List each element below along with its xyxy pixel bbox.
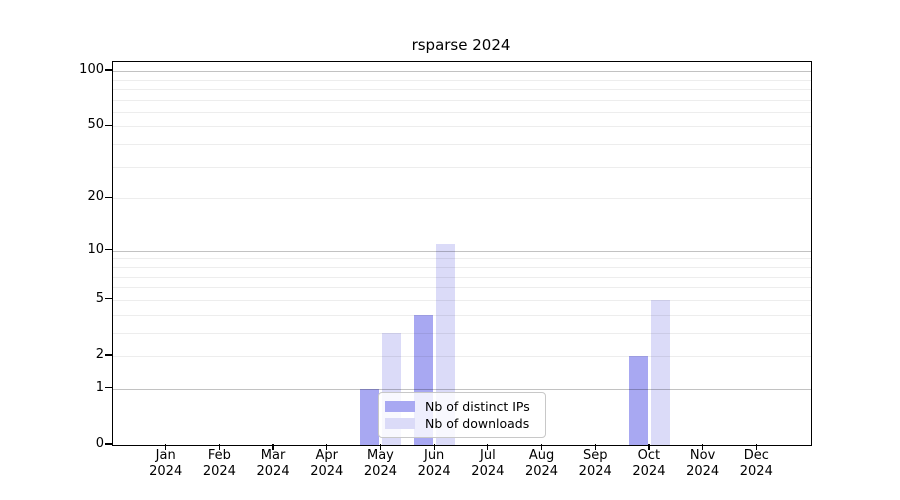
x-tick-year: 2024 [202,464,236,479]
y-tick-label: 100 [79,62,104,78]
x-tick-label: Mar 2024 [245,448,301,480]
legend-swatch [385,401,415,412]
x-tick-year: 2024 [632,464,666,479]
legend-row: Nb of downloads [385,415,537,432]
plot-area [112,61,812,446]
y-axis-tick [105,298,112,300]
x-axis-tick [648,444,650,450]
y-axis-tick [105,124,112,127]
x-tick-month: Jun [423,448,445,463]
legend: Nb of distinct IPs Nb of downloads [378,392,546,438]
x-tick-month: Aug [528,448,555,463]
x-axis-tick [594,444,596,450]
x-axis-tick [218,444,220,450]
y-tick-label: 0 [95,436,104,451]
y-axis-tick [105,249,112,251]
y-axis-tick [105,69,112,71]
y-axis-tick [105,387,112,389]
bar-downloads-oct [650,299,670,445]
gridline-major [113,71,811,73]
x-tick-month: Feb [207,448,231,463]
gridline-minor [113,126,811,128]
gridline-minor [113,166,811,168]
x-tick-month: Mar [260,448,286,463]
x-tick-month: Sep [582,448,608,463]
y-tick-label: 50 [87,117,104,133]
x-tick-month: Jul [480,448,496,463]
x-tick-year: 2024 [578,464,612,479]
x-axis-tick [702,444,704,450]
gridline-minor [113,332,811,334]
x-tick-year: 2024 [686,464,720,479]
x-tick-label: Jul 2024 [460,448,516,480]
gridline-minor [113,355,811,357]
gridline-minor [113,314,811,316]
x-tick-label: Oct 2024 [621,448,677,480]
gridline-minor [113,88,811,90]
y-axis-tick [105,354,112,356]
x-tick-year: 2024 [149,464,183,479]
x-tick-month: Nov [689,448,716,463]
x-tick-year: 2024 [471,464,505,479]
gridline-minor [113,299,811,301]
legend-label: Nb of distinct IPs [425,399,530,414]
x-tick-month: Oct [637,448,661,463]
x-tick-label: Nov 2024 [675,448,731,480]
x-axis-tick [540,444,543,450]
x-tick-year: 2024 [417,464,451,479]
x-tick-label: Jan 2024 [138,448,194,480]
x-axis-tick [165,444,167,450]
gridline-minor [113,111,811,113]
x-axis-tick [272,444,274,450]
y-axis-tick [105,443,112,445]
bar-distinct-ips-may [360,388,380,445]
x-tick-label: May 2024 [352,448,408,480]
gridline-minor [113,276,811,278]
legend-swatch [385,418,415,429]
x-tick-label: Feb 2024 [191,448,247,480]
gridline-major [113,250,811,252]
y-tick-label: 5 [95,290,104,306]
x-axis-tick [326,444,328,450]
y-tick-label: 20 [87,189,104,205]
y-axis-tick [105,196,112,198]
legend-row: Nb of distinct IPs [385,398,537,415]
x-tick-year: 2024 [524,464,559,479]
bar-distinct-ips-oct [628,355,648,445]
x-axis-tick [433,444,435,450]
legend-label: Nb of downloads [425,416,530,431]
x-tick-label: Sep 2024 [567,448,623,480]
x-tick-year: 2024 [310,464,344,479]
x-axis-tick [379,444,382,450]
gridline-minor [113,79,811,81]
x-tick-label: Jun 2024 [406,448,462,480]
gridline-major [113,388,811,390]
gridline-minor [113,266,811,268]
x-tick-label: Apr 2024 [299,448,355,480]
gridline-minor [113,258,811,260]
y-tick-label: 10 [87,241,104,257]
gridline-minor [113,99,811,101]
gridline-minor [113,144,811,146]
x-tick-year: 2024 [256,464,290,479]
chart-title: rsparse 2024 [411,36,511,54]
x-tick-month: Jan [155,448,176,463]
gridline-minor [113,198,811,200]
x-axis-tick [755,444,757,450]
x-tick-year: 2024 [363,464,397,479]
x-tick-month: Apr [315,448,339,463]
y-tick-label: 1 [95,379,104,395]
x-axis-tick [487,444,489,450]
x-tick-label: Aug 2024 [514,448,570,480]
x-tick-month: May [367,448,394,463]
x-tick-label: Dec 2024 [728,448,784,480]
gridline-minor [113,287,811,289]
x-tick-month: Dec [743,448,769,463]
x-tick-year: 2024 [739,464,773,479]
y-tick-label: 2 [95,346,104,362]
